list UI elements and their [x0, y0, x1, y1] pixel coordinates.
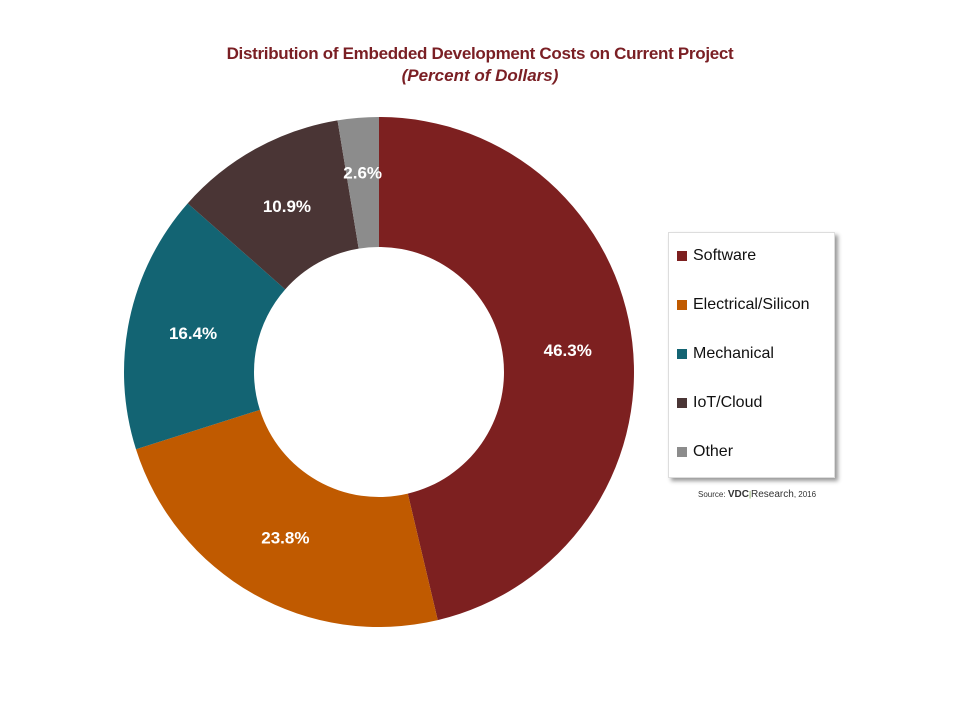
legend-swatch — [677, 349, 687, 359]
legend-swatch — [677, 251, 687, 261]
legend-label: Software — [693, 247, 757, 264]
source-brand-2: Research — [751, 489, 794, 500]
legend: Software Electrical/Silicon Mechanical IoT/… — [668, 232, 835, 478]
legend-swatch — [677, 447, 687, 457]
chart-title: Distribution of Embedded Development Cos… — [226, 44, 734, 63]
legend-item: Mechanical — [677, 345, 774, 363]
source-year: , 2016 — [793, 490, 817, 499]
legend-swatch — [677, 300, 687, 310]
slice-iot-cloud — [187, 120, 359, 290]
legend-label: Other — [693, 443, 734, 460]
legend-label: Mechanical — [693, 345, 774, 362]
data-label: 2.6% — [343, 164, 382, 183]
legend-item: Electrical/Silicon — [677, 296, 809, 314]
source-brand: VDC — [727, 489, 749, 500]
data-label: 10.9% — [263, 197, 311, 216]
slice-mechanical — [124, 203, 286, 450]
legend-item: Software — [677, 247, 756, 265]
slice-software — [379, 117, 635, 621]
slice-other — [337, 117, 379, 249]
source-prefix: Source: — [698, 490, 726, 499]
chart-subtitle: (Percent of Dollars) — [401, 66, 559, 85]
data-label: 46.3% — [544, 341, 592, 360]
legend-label: IoT/Cloud — [693, 394, 763, 411]
legend-item: IoT/Cloud — [677, 394, 762, 412]
slice-electrical-silicon — [135, 409, 438, 627]
data-label: 16.4% — [169, 324, 217, 343]
source-note: Source: VDC|Research, 2016 — [698, 489, 817, 500]
legend-item: Other — [677, 443, 733, 461]
legend-label: Electrical/Silicon — [693, 296, 810, 313]
data-label: 23.8% — [261, 528, 309, 547]
legend-swatch — [677, 398, 687, 408]
